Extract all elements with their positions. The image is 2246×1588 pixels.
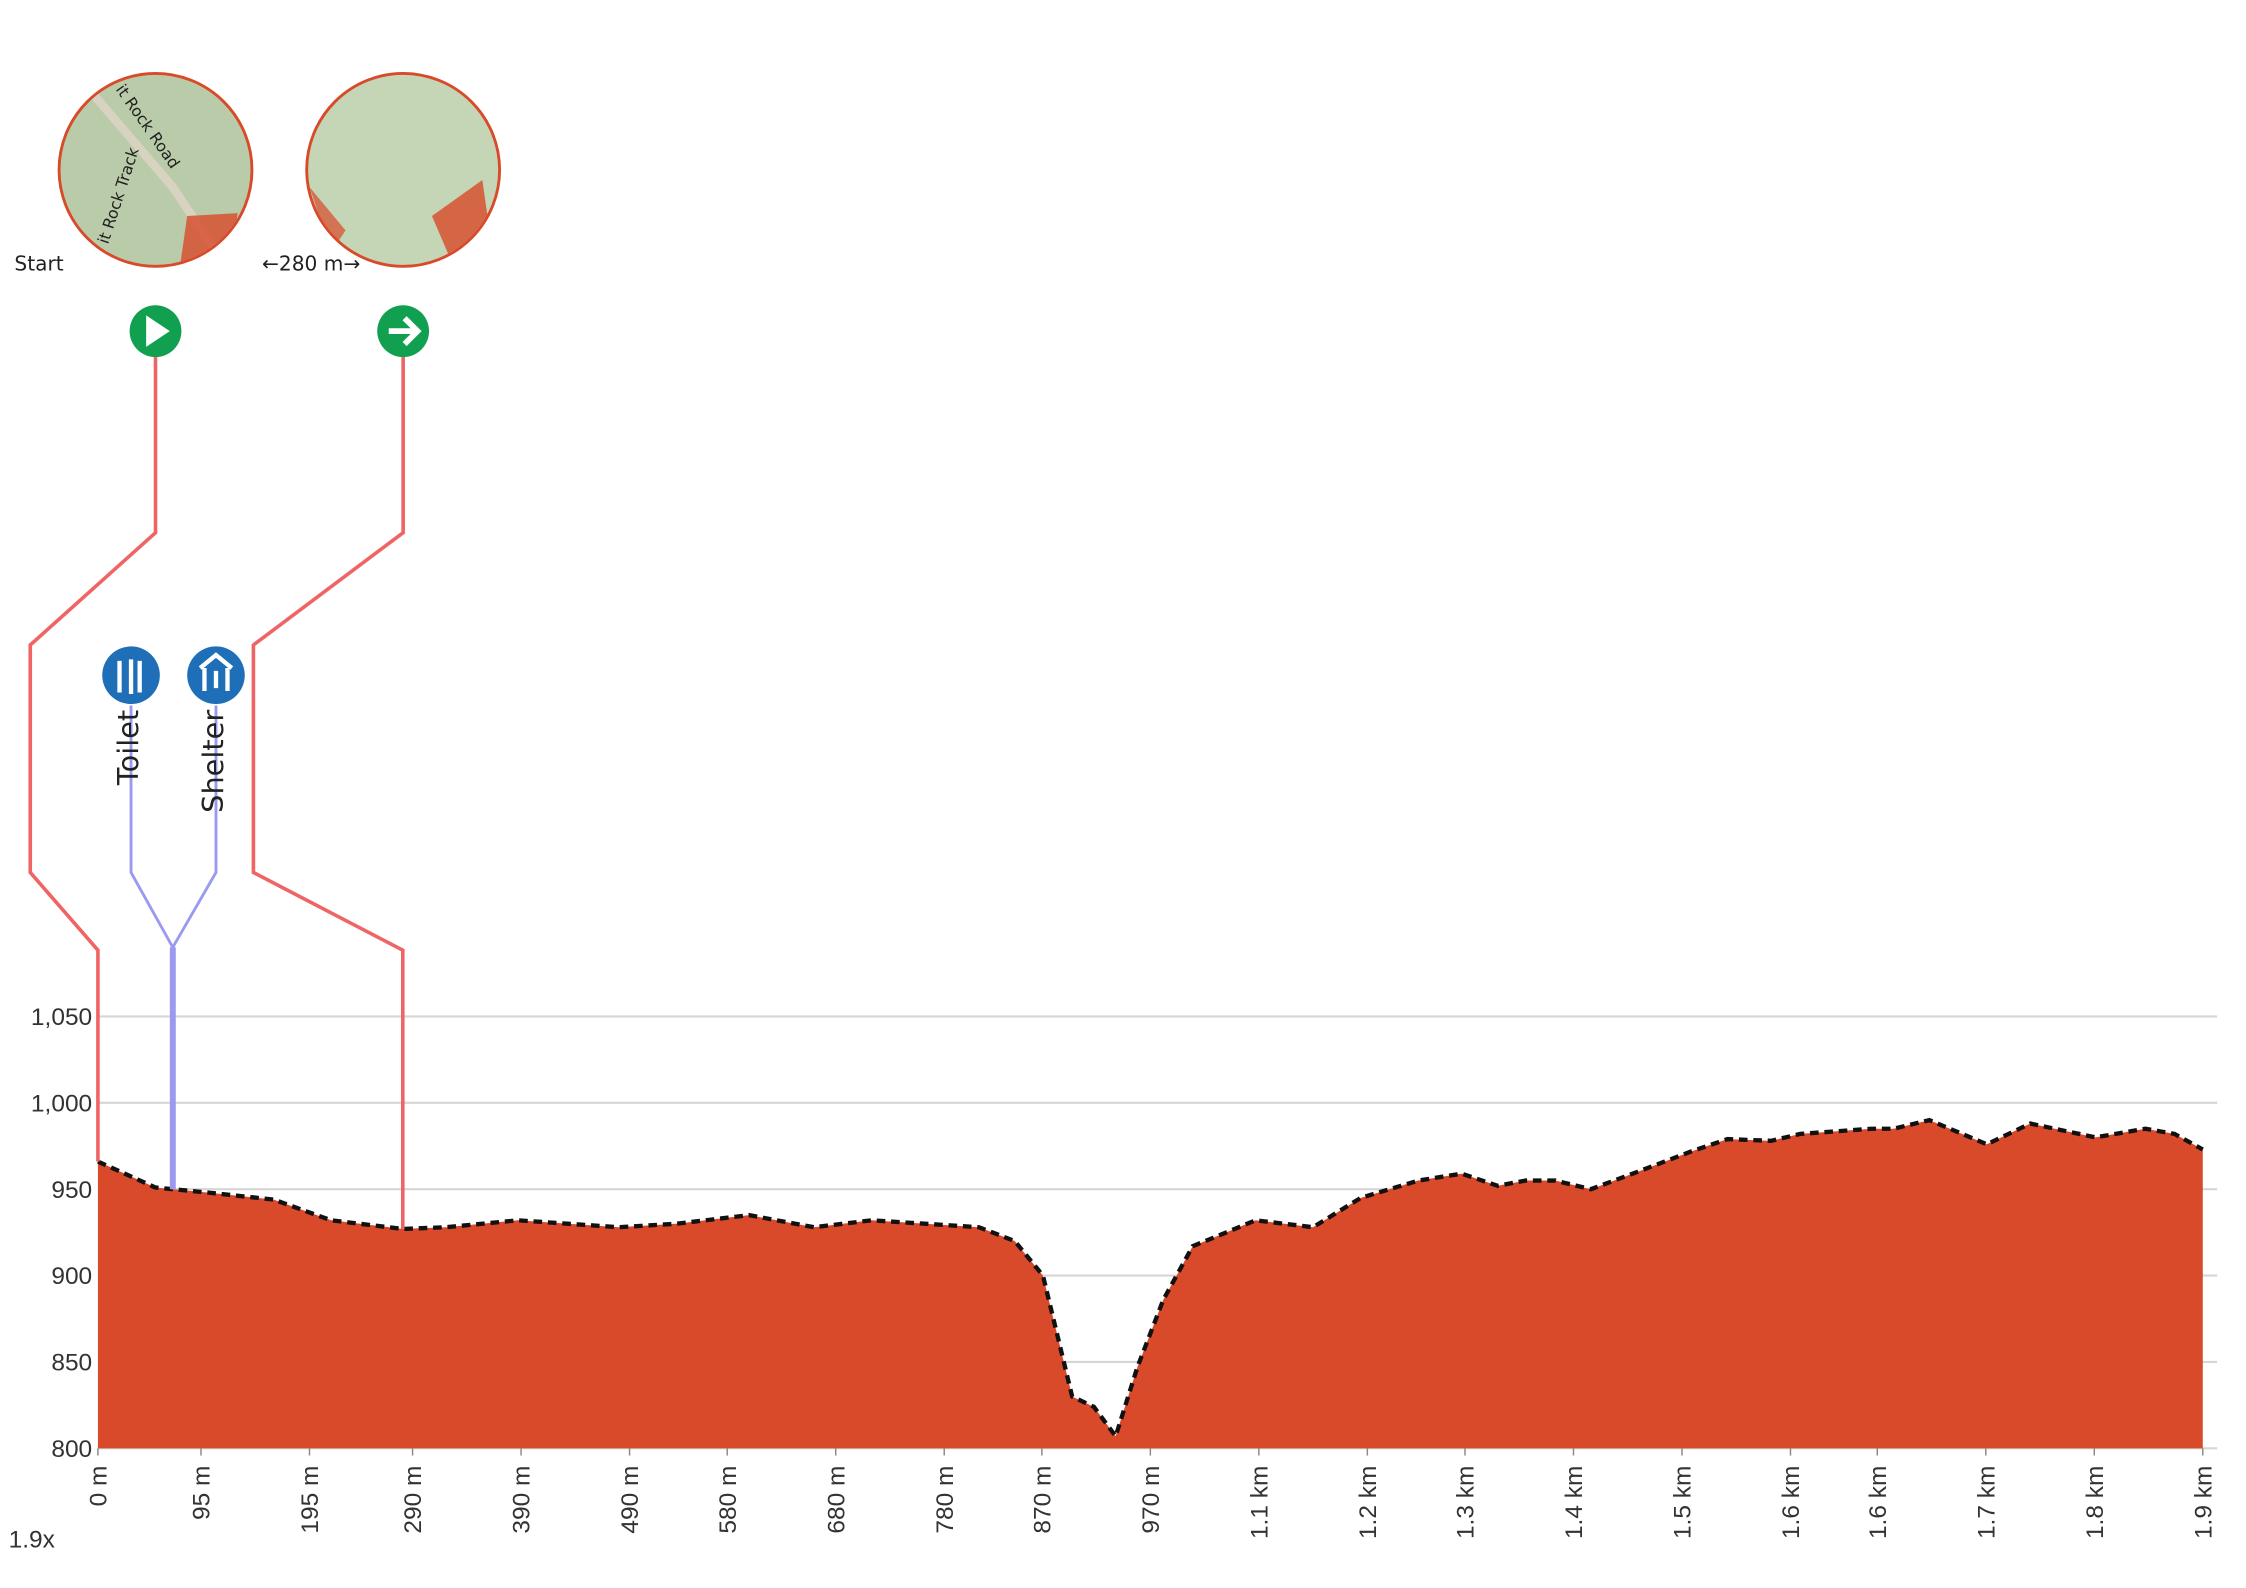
poi-label: Shelter [196, 710, 230, 813]
x-tick-label: 1.8 km [2082, 1466, 2109, 1539]
poi-label: Toilet [111, 710, 145, 786]
x-tick-label: 195 m [297, 1466, 324, 1534]
x-tick-label: 780 m [932, 1466, 959, 1534]
y-tick-label: 1,000 [31, 1090, 92, 1117]
x-tick-label: 290 m [400, 1466, 427, 1534]
y-tick-label: 950 [51, 1177, 92, 1204]
x-tick-label: 95 m [189, 1466, 216, 1520]
zoom-level: 1.9x [9, 1527, 55, 1554]
x-tick-label: 1.6 km [1865, 1466, 1892, 1539]
x-tick-label: 390 m [509, 1466, 536, 1534]
x-tick-label: 970 m [1138, 1466, 1165, 1534]
x-tick-label: 1.4 km [1561, 1466, 1588, 1539]
x-tick-label: 870 m [1029, 1466, 1056, 1534]
x-tick-label: 1.5 km [1670, 1466, 1697, 1539]
x-tick-label: 1.6 km [1778, 1466, 1805, 1539]
elevation-area [98, 1120, 2203, 1448]
x-tick-label: 490 m [617, 1466, 644, 1534]
x-tick-label: 680 m [823, 1466, 850, 1534]
chart: 1.9x 800 850 900 950 1,000 1,050 0 m 95 m 195 m 2… [0, 0, 2246, 1588]
x-tick-label: 1.2 km [1355, 1466, 1382, 1539]
x-tick-label: 1.7 km [1973, 1466, 2000, 1539]
map-1 [307, 73, 500, 266]
y-tick-label: 1,050 [31, 1004, 92, 1031]
y-tick-label: 900 [51, 1263, 92, 1290]
map-0 [59, 73, 252, 266]
waypoint-label: Start [14, 252, 63, 276]
y-tick-label: 800 [51, 1436, 92, 1463]
x-tick-label: 1.1 km [1246, 1466, 1273, 1539]
page: {"chart_data":{"type":"area","zoom":"1.9… [0, 0, 2246, 1588]
x-tick-label: 0 m [86, 1466, 113, 1507]
waypoint-pin [253, 331, 403, 1229]
x-tick-label: 1.9 km [2190, 1466, 2217, 1539]
x-tick-label: 580 m [715, 1466, 742, 1534]
x-tick-label: 1.3 km [1453, 1466, 1480, 1539]
y-tick-label: 850 [51, 1350, 92, 1377]
waypoint-label: ←280 m→ [262, 252, 360, 276]
